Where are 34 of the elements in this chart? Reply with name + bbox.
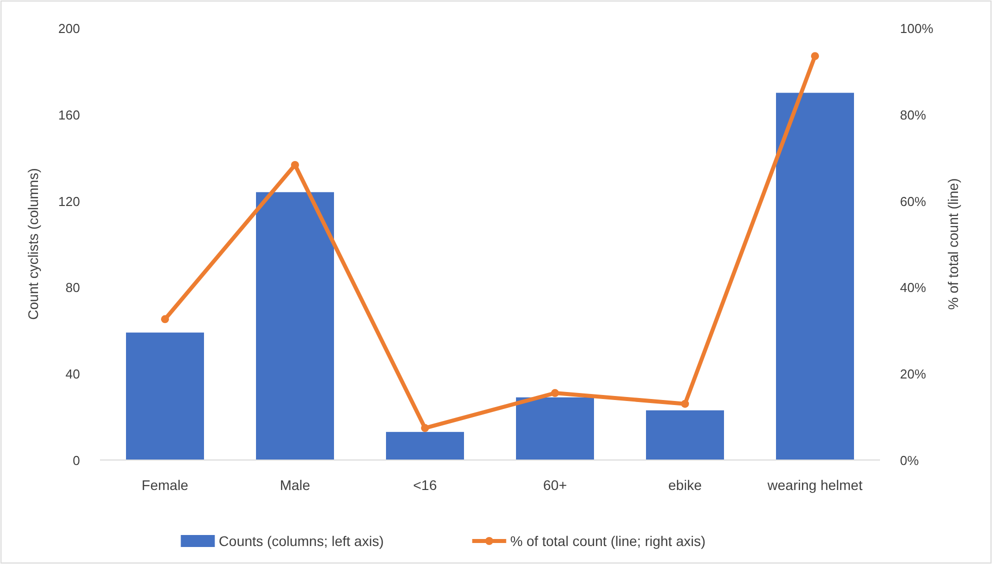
point: [681, 400, 689, 408]
y2-tick-label: 20%: [900, 366, 926, 382]
y2-tick-label: 80%: [900, 107, 926, 122]
y-tick-label: 160: [58, 107, 80, 122]
bar: [516, 397, 594, 460]
y2-tick-label: 60%: [900, 194, 926, 209]
y2-tick-label: 40%: [900, 280, 926, 296]
bar: [386, 432, 464, 460]
bar: [256, 192, 334, 460]
bar: [126, 332, 204, 460]
bar: [776, 92, 854, 460]
y-axis-title: Count cyclists (columns): [25, 168, 41, 320]
point: [551, 389, 559, 398]
legend-label: Counts (columns; left axis): [218, 533, 384, 549]
point: [161, 315, 169, 324]
y-tick-label: 200: [58, 21, 80, 36]
point: [811, 52, 819, 60]
y2-axis-title: % of total count (line): [945, 178, 961, 310]
y2-tick-label: 0%: [900, 453, 920, 468]
x-tick-label: Male: [280, 477, 310, 493]
point: [421, 424, 429, 432]
y-tick-label: 0: [72, 453, 80, 468]
x-tick-label: 60+: [543, 477, 567, 493]
x-tick-label: ebike: [668, 477, 702, 493]
x-tick-label: Female: [142, 477, 189, 493]
y2-tick-label: 100%: [900, 21, 934, 36]
x-tick-label: <16: [413, 477, 438, 493]
y-tick-label: 40: [66, 366, 80, 382]
point: [291, 160, 299, 169]
bar: [646, 410, 724, 460]
y-tick-label: 80: [66, 280, 80, 296]
y-tick-label: 120: [58, 194, 80, 209]
legend-label: % of total count (line; right axis): [510, 533, 706, 549]
x-tick-label: wearing helmet: [766, 477, 863, 493]
